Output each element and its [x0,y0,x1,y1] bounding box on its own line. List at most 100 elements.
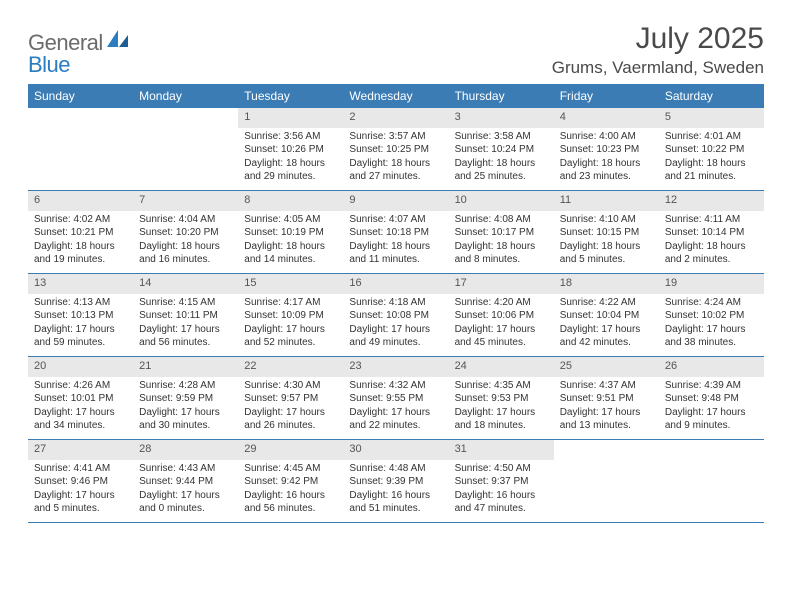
cell-body: Sunrise: 3:56 AMSunset: 10:26 PMDaylight… [238,128,343,187]
cell-body: Sunrise: 4:04 AMSunset: 10:20 PMDaylight… [133,211,238,270]
cell-daylight: Daylight: 16 hours and 51 minutes. [349,489,442,516]
calendar-week: 27Sunrise: 4:41 AMSunset: 9:46 PMDayligh… [28,440,764,523]
cell-sunset: Sunset: 10:26 PM [244,143,337,157]
cell-date: 16 [343,274,448,294]
cell-date: 7 [133,191,238,211]
cell-date: 22 [238,357,343,377]
calendar-cell: 8Sunrise: 4:05 AMSunset: 10:19 PMDayligh… [238,191,343,273]
cell-sunset: Sunset: 9:39 PM [349,475,442,489]
cell-daylight: Daylight: 17 hours and 13 minutes. [560,406,653,433]
cell-date: 10 [449,191,554,211]
cell-daylight: Daylight: 18 hours and 14 minutes. [244,240,337,267]
cell-sunrise: Sunrise: 4:07 AM [349,213,442,227]
cell-body: Sunrise: 4:41 AMSunset: 9:46 PMDaylight:… [28,460,133,519]
cell-daylight: Daylight: 18 hours and 19 minutes. [34,240,127,267]
cell-date: 9 [343,191,448,211]
day-headers-row: Sunday Monday Tuesday Wednesday Thursday… [28,85,764,108]
cell-body: Sunrise: 4:22 AMSunset: 10:04 PMDaylight… [554,294,659,353]
cell-daylight: Daylight: 17 hours and 9 minutes. [665,406,758,433]
cell-body: Sunrise: 4:00 AMSunset: 10:23 PMDaylight… [554,128,659,187]
day-header: Saturday [659,85,764,108]
cell-sunrise: Sunrise: 4:08 AM [455,213,548,227]
calendar-cell: 20Sunrise: 4:26 AMSunset: 10:01 PMDaylig… [28,357,133,439]
cell-sunset: Sunset: 10:13 PM [34,309,127,323]
cell-sunset: Sunset: 9:51 PM [560,392,653,406]
calendar-cell: 21Sunrise: 4:28 AMSunset: 9:59 PMDayligh… [133,357,238,439]
cell-body: Sunrise: 4:32 AMSunset: 9:55 PMDaylight:… [343,377,448,436]
cell-sunset: Sunset: 10:22 PM [665,143,758,157]
cell-date: 12 [659,191,764,211]
cell-daylight: Daylight: 17 hours and 26 minutes. [244,406,337,433]
cell-body: Sunrise: 3:58 AMSunset: 10:24 PMDaylight… [449,128,554,187]
cell-sunrise: Sunrise: 4:10 AM [560,213,653,227]
cell-sunrise: Sunrise: 3:57 AM [349,130,442,144]
calendar-week: 6Sunrise: 4:02 AMSunset: 10:21 PMDayligh… [28,191,764,274]
cell-body: Sunrise: 4:39 AMSunset: 9:48 PMDaylight:… [659,377,764,436]
cell-daylight: Daylight: 17 hours and 0 minutes. [139,489,232,516]
cell-sunset: Sunset: 9:59 PM [139,392,232,406]
cell-date: 26 [659,357,764,377]
cell-sunset: Sunset: 10:17 PM [455,226,548,240]
cell-date: 6 [28,191,133,211]
calendar-cell: 28Sunrise: 4:43 AMSunset: 9:44 PMDayligh… [133,440,238,522]
cell-body: Sunrise: 4:45 AMSunset: 9:42 PMDaylight:… [238,460,343,519]
cell-sunrise: Sunrise: 4:01 AM [665,130,758,144]
cell-sunrise: Sunrise: 4:35 AM [455,379,548,393]
cell-daylight: Daylight: 18 hours and 25 minutes. [455,157,548,184]
cell-date: 21 [133,357,238,377]
cell-body: Sunrise: 4:48 AMSunset: 9:39 PMDaylight:… [343,460,448,519]
calendar-cell: 17Sunrise: 4:20 AMSunset: 10:06 PMDaylig… [449,274,554,356]
cell-date: 31 [449,440,554,460]
cell-body: Sunrise: 4:30 AMSunset: 9:57 PMDaylight:… [238,377,343,436]
cell-body: Sunrise: 4:20 AMSunset: 10:06 PMDaylight… [449,294,554,353]
cell-date: 28 [133,440,238,460]
cell-date: 27 [28,440,133,460]
cell-sunset: Sunset: 10:19 PM [244,226,337,240]
calendar-cell: 18Sunrise: 4:22 AMSunset: 10:04 PMDaylig… [554,274,659,356]
cell-body: Sunrise: 4:02 AMSunset: 10:21 PMDaylight… [28,211,133,270]
cell-daylight: Daylight: 17 hours and 56 minutes. [139,323,232,350]
calendar-cell: . [554,440,659,522]
cell-date: 2 [343,108,448,128]
calendar-cell: 1Sunrise: 3:56 AMSunset: 10:26 PMDayligh… [238,108,343,190]
header: General July 2025 Grums, Vaermland, Swed… [28,22,764,78]
calendar-cell: 23Sunrise: 4:32 AMSunset: 9:55 PMDayligh… [343,357,448,439]
cell-daylight: Daylight: 17 hours and 38 minutes. [665,323,758,350]
calendar-cell: 25Sunrise: 4:37 AMSunset: 9:51 PMDayligh… [554,357,659,439]
cell-body: Sunrise: 4:13 AMSunset: 10:13 PMDaylight… [28,294,133,353]
cell-date: 1 [238,108,343,128]
calendar-week: 13Sunrise: 4:13 AMSunset: 10:13 PMDaylig… [28,274,764,357]
cell-sunrise: Sunrise: 4:32 AM [349,379,442,393]
cell-sunset: Sunset: 10:14 PM [665,226,758,240]
calendar-cell: 4Sunrise: 4:00 AMSunset: 10:23 PMDayligh… [554,108,659,190]
cell-sunrise: Sunrise: 4:37 AM [560,379,653,393]
cell-body: Sunrise: 4:24 AMSunset: 10:02 PMDaylight… [659,294,764,353]
cell-date: 23 [343,357,448,377]
cell-daylight: Daylight: 17 hours and 22 minutes. [349,406,442,433]
calendar-cell: 13Sunrise: 4:13 AMSunset: 10:13 PMDaylig… [28,274,133,356]
title-block: July 2025 Grums, Vaermland, Sweden [552,22,764,78]
month-title: July 2025 [552,22,764,56]
calendar-cell: . [659,440,764,522]
cell-date: 4 [554,108,659,128]
cell-sunrise: Sunrise: 4:05 AM [244,213,337,227]
cell-sunset: Sunset: 10:24 PM [455,143,548,157]
cell-sunrise: Sunrise: 3:56 AM [244,130,337,144]
logo-text-blue: Blue [28,52,70,77]
calendar-cell: 15Sunrise: 4:17 AMSunset: 10:09 PMDaylig… [238,274,343,356]
cell-body: Sunrise: 4:37 AMSunset: 9:51 PMDaylight:… [554,377,659,436]
cell-sunrise: Sunrise: 4:39 AM [665,379,758,393]
cell-sunrise: Sunrise: 4:30 AM [244,379,337,393]
cell-sunset: Sunset: 10:09 PM [244,309,337,323]
cell-daylight: Daylight: 17 hours and 59 minutes. [34,323,127,350]
cell-sunset: Sunset: 9:42 PM [244,475,337,489]
calendar-week: 20Sunrise: 4:26 AMSunset: 10:01 PMDaylig… [28,357,764,440]
cell-daylight: Daylight: 18 hours and 11 minutes. [349,240,442,267]
cell-daylight: Daylight: 16 hours and 56 minutes. [244,489,337,516]
cell-sunrise: Sunrise: 4:11 AM [665,213,758,227]
cell-sunrise: Sunrise: 4:50 AM [455,462,548,476]
cell-sunrise: Sunrise: 4:18 AM [349,296,442,310]
calendar-cell: 24Sunrise: 4:35 AMSunset: 9:53 PMDayligh… [449,357,554,439]
cell-sunset: Sunset: 10:18 PM [349,226,442,240]
cell-date: 5 [659,108,764,128]
